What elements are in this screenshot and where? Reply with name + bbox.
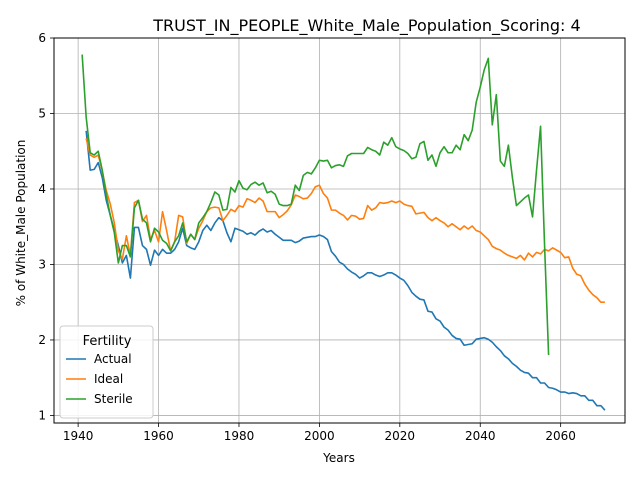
legend-label-ideal: Ideal [94,372,123,386]
legend: Fertility Actual Ideal Sterile [59,325,154,419]
legend-box [59,325,154,419]
y-tick-label: 2 [38,333,46,347]
legend-title: Fertility [83,334,132,349]
x-tick-label: 1960 [143,429,174,443]
y-tick-label: 6 [38,31,46,45]
plot-frame [53,37,626,424]
y-tick-label: 3 [38,257,46,271]
legend-label-actual: Actual [94,352,132,366]
y-tick-label: 5 [38,106,46,120]
x-axis-label: Years [322,451,355,465]
y-tick-label: 4 [38,182,46,196]
x-tick-label: 1940 [63,429,94,443]
x-tick-label: 2020 [385,429,416,443]
series-line-actual [85,130,606,411]
y-axis-ticks: 1 2 3 4 5 6 [38,31,54,422]
y-axis-label: % of White_Male Population [14,140,28,307]
x-tick-label: 2000 [304,429,335,443]
x-tick-label: 2040 [465,429,496,443]
legend-label-sterile: Sterile [94,392,133,406]
x-axis-ticks: 1940 1960 1980 2000 2020 2040 2060 [63,423,576,443]
series-lines [81,54,606,411]
legend-entries: Actual Ideal Sterile [66,352,133,406]
y-tick-label: 1 [38,408,46,422]
x-tick-label: 1980 [224,429,255,443]
x-tick-label: 2060 [545,429,576,443]
chart-title: TRUST_IN_PEOPLE_White_Male_Population_Sc… [152,16,580,36]
series-line-sterile [81,54,550,356]
